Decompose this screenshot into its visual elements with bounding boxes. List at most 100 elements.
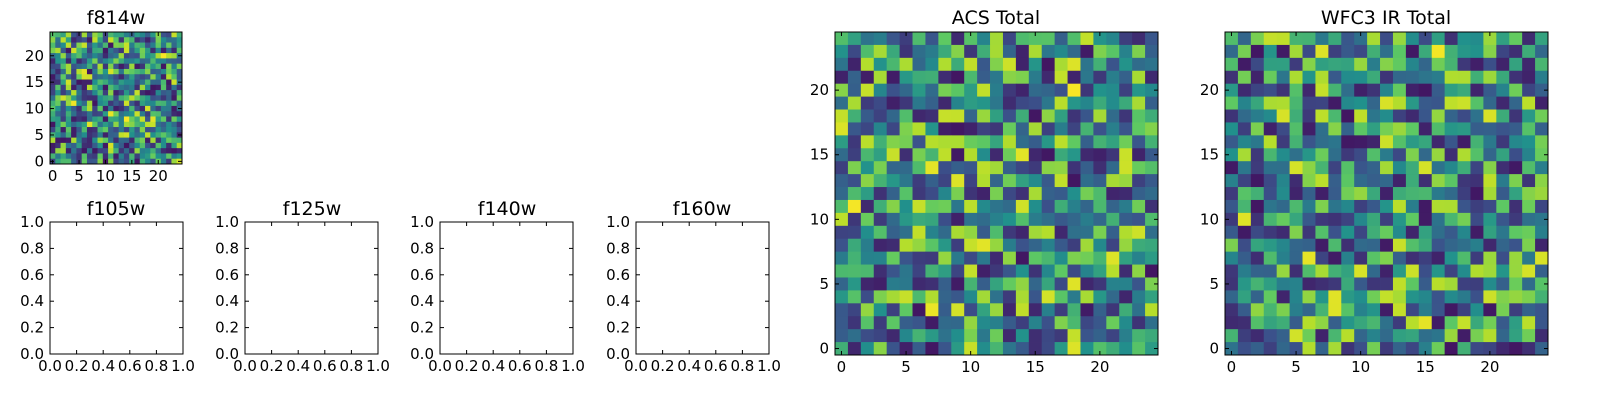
heatmap-cell	[835, 148, 849, 162]
heatmap-cell	[886, 161, 900, 175]
heatmap-cell	[129, 127, 135, 133]
heatmap-cell	[964, 161, 978, 175]
x-tick-label: 0	[1227, 358, 1237, 376]
heatmap-cell	[1315, 277, 1329, 291]
x-tick-label: 0.2	[651, 357, 675, 375]
y-tick-label: 1.0	[606, 213, 630, 231]
heatmap-cell	[108, 148, 114, 154]
heatmap-cell	[1418, 135, 1433, 149]
heatmap-cell	[886, 109, 900, 123]
heatmap-cell	[1354, 199, 1368, 214]
heatmap-cell	[118, 111, 125, 117]
heatmap-cell	[1444, 109, 1458, 123]
heatmap-cell	[150, 116, 156, 123]
heatmap-cell	[1509, 199, 1523, 214]
heatmap-cell	[1028, 264, 1043, 278]
y-tick-label: 0.0	[410, 345, 434, 363]
heatmap-cell	[977, 264, 991, 278]
heatmap-cell	[938, 225, 952, 240]
heatmap-cell	[1509, 96, 1523, 110]
heatmap-cell	[964, 303, 978, 317]
heatmap-cell	[1002, 135, 1017, 149]
panel-f105w: f105w 0.0 0.2 0.4 0.6 0.8 1.00.00.20.40.60.81…	[20, 198, 195, 375]
heatmap-cell	[139, 127, 146, 133]
heatmap-cell	[964, 199, 978, 214]
heatmap-cell	[123, 137, 130, 144]
heatmap-cell	[1145, 264, 1159, 278]
heatmap-cell	[1470, 57, 1484, 72]
heatmap-cell	[134, 153, 141, 160]
heatmap-cell	[1444, 57, 1458, 72]
heatmap-cell	[1145, 290, 1159, 304]
heatmap-cell	[1093, 251, 1107, 265]
heatmap-cell	[1080, 161, 1094, 175]
heatmap-cell	[76, 63, 83, 70]
heatmap-cell	[129, 116, 135, 123]
heatmap-cell	[1041, 96, 1056, 110]
heatmap-cell	[50, 116, 56, 123]
heatmap-cell	[1522, 109, 1536, 123]
heatmap-cell	[1225, 70, 1239, 85]
heatmap-cell	[1509, 316, 1523, 330]
heatmap-cell	[835, 277, 849, 291]
heatmap-cell	[55, 42, 61, 49]
heatmap-cell	[847, 83, 862, 97]
heatmap-cell	[912, 148, 926, 162]
heatmap-cell	[166, 153, 172, 160]
heatmap-cell	[1028, 148, 1043, 162]
heatmap-cell	[1444, 342, 1458, 356]
heatmap-cell	[155, 116, 162, 123]
heatmap-cell	[92, 90, 98, 96]
heatmap-cell	[1302, 161, 1316, 175]
heatmap-cell	[1315, 70, 1329, 85]
heatmap-cell	[1080, 251, 1094, 265]
heatmap-cell	[1041, 290, 1056, 304]
heatmap-cell	[50, 37, 56, 43]
heatmap-cell	[1535, 109, 1549, 123]
heatmap-cell	[108, 32, 114, 38]
heatmap-cell	[65, 58, 72, 65]
heatmap-cell	[166, 32, 172, 38]
heatmap-cell	[145, 132, 151, 138]
heatmap-cell	[1522, 264, 1536, 278]
heatmap-cell	[1225, 225, 1239, 240]
heatmap-cell	[76, 79, 83, 86]
heatmap-cell	[886, 212, 900, 227]
heatmap-cell	[60, 37, 67, 43]
heatmap-cell	[1106, 148, 1120, 162]
heatmap-cell	[1431, 32, 1446, 46]
heatmap-cell	[50, 142, 56, 149]
heatmap-cell	[171, 148, 178, 154]
heatmap-cell	[1225, 342, 1239, 356]
heatmap-cell	[1444, 225, 1458, 240]
heatmap-cell	[951, 83, 965, 97]
heatmap-cell	[1341, 109, 1355, 123]
heatmap-cell	[964, 135, 978, 149]
heatmap-cell	[1119, 316, 1133, 330]
heatmap-cell	[1509, 174, 1523, 188]
heatmap-cell	[86, 74, 93, 80]
heatmap-cell	[1015, 316, 1030, 330]
heatmap-cell	[150, 111, 156, 117]
heatmap-cell	[1119, 251, 1133, 265]
heatmap-cell	[847, 161, 862, 175]
heatmap-cell	[97, 47, 104, 54]
heatmap-cell	[86, 68, 93, 75]
heatmap-cell	[1080, 32, 1094, 46]
heatmap-cell	[1367, 109, 1381, 123]
heatmap-cell	[155, 53, 162, 59]
heatmap-cell	[977, 251, 991, 265]
heatmap-cell	[1250, 212, 1265, 227]
heatmap-cell	[1405, 174, 1420, 188]
heatmap-cell	[1418, 342, 1433, 356]
heatmap-cell	[1054, 264, 1068, 278]
heatmap-cell	[1380, 238, 1394, 253]
heatmap-cell	[860, 238, 875, 253]
heatmap-cell	[71, 74, 77, 80]
heatmap-cell	[176, 127, 183, 133]
heatmap-cell	[1457, 225, 1471, 240]
heatmap-cell	[1535, 122, 1549, 136]
heatmap-cell	[1367, 96, 1381, 110]
heatmap-cell	[166, 105, 172, 112]
heatmap-cell	[1067, 187, 1081, 201]
